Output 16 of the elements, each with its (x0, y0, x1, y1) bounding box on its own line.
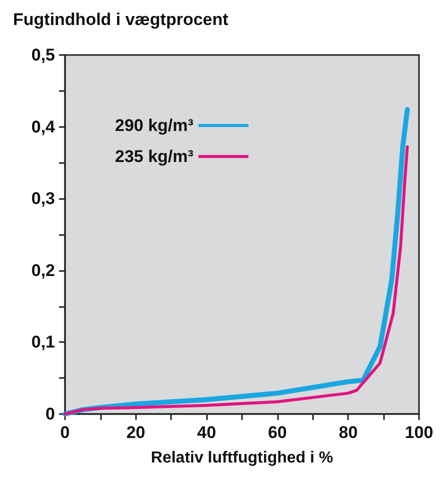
y-tick-label: 0,1 (31, 332, 55, 352)
y-tick-label: 0,5 (31, 46, 55, 64)
x-axis-title: Relativ luftfugtighed i % (150, 450, 334, 466)
x-tick-label: 20 (126, 423, 146, 442)
legend-label: 290 kg/m³ (114, 116, 194, 135)
x-tick-label: 60 (268, 423, 287, 442)
x-tick-label: 80 (338, 423, 358, 442)
x-tick-label: 0 (60, 423, 70, 442)
y-tick-label: 0,4 (31, 117, 56, 136)
y-tick-label: 0,2 (31, 260, 55, 280)
x-tick-label: 100 (404, 423, 434, 442)
y-tick-label: 0,3 (31, 189, 55, 208)
legend-label: 235 kg/m³ (114, 147, 194, 166)
x-tick-label: 40 (197, 423, 216, 442)
y-tick-label: 0 (46, 404, 55, 424)
chart-title: Fugtindhold i vægtprocent (13, 10, 229, 29)
